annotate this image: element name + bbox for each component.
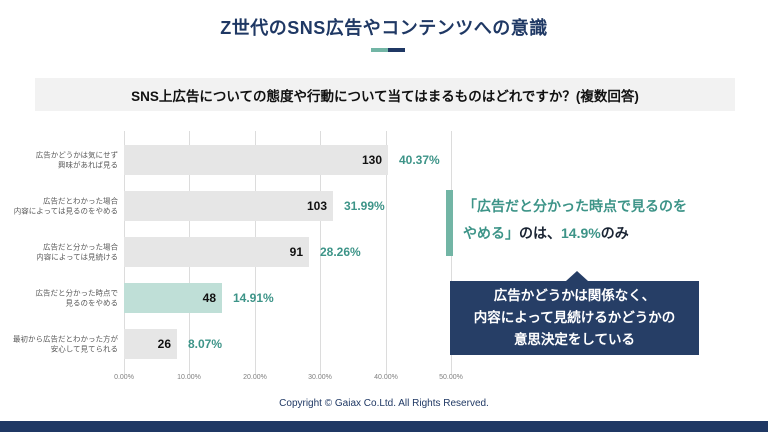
bar: 26 xyxy=(124,329,177,359)
x-axis-tick: 30.00% xyxy=(308,374,332,381)
callout-accent-bar xyxy=(446,190,453,256)
category-label: 広告だとわかった場合 内容によっては見るのをやめる xyxy=(13,196,118,216)
copyright-text: Copyright © Gaiax Co.Ltd. All Rights Res… xyxy=(279,398,489,409)
x-axis-tick: 40.00% xyxy=(374,374,398,381)
bar-row: 広告だと分かった場合 内容によっては見続ける 91 28.26% xyxy=(0,237,768,267)
x-axis-tick: 20.00% xyxy=(243,374,267,381)
bar-percent-label: 28.26% xyxy=(320,245,361,259)
gridline xyxy=(386,131,387,374)
bar: 130 xyxy=(124,145,388,175)
callout-line2: やめる」のは、14.9%のみ xyxy=(463,225,629,241)
category-label: 最初から広告だとわかった方が 安心して見てられる xyxy=(13,334,118,354)
callout-line1: 「広告だと分かった時点で見るのを xyxy=(463,198,687,214)
bar-row: 広告だとわかった場合 内容によっては見るのをやめる 103 31.99% xyxy=(0,191,768,221)
title-divider xyxy=(371,48,405,52)
bottom-accent-bar xyxy=(0,421,768,432)
bar-row: 最初から広告だとわかった方が 安心して見てられる 26 8.07% xyxy=(0,329,768,359)
divider-navy-segment xyxy=(388,48,405,52)
callout-highlight-note: 「広告だと分かった時点で見るのを やめる」のは、14.9%のみ xyxy=(446,190,762,256)
x-axis-tick: 10.00% xyxy=(177,374,201,381)
category-label: 広告だと分かった時点で 見るのをやめる xyxy=(35,288,119,308)
bar-row-highlighted: 広告だと分かった時点で 見るのをやめる 48 14.91% xyxy=(0,283,768,313)
x-axis-tick: 0.00% xyxy=(114,374,134,381)
question-banner: SNS上広告についての態度や行動について当てはまるものはどれですか？(複数回答) xyxy=(35,78,735,111)
x-axis: 0.00% 10.00% 20.00% 30.00% 40.00% 50.00% xyxy=(0,374,768,386)
category-label: 広告だと分かった場合 内容によっては見続ける xyxy=(36,242,118,262)
bar-count-label: 130 xyxy=(361,153,382,167)
x-axis-tick: 50.00% xyxy=(439,374,463,381)
bar: 103 xyxy=(124,191,333,221)
bar-count-label: 103 xyxy=(306,199,327,213)
bar-percent-label: 8.07% xyxy=(188,337,223,351)
bar-percent-label: 31.99% xyxy=(344,199,385,213)
bar-row: 広告かどうかは気にせず 興味があれば見る 130 40.37% xyxy=(0,145,768,175)
divider-teal-segment xyxy=(371,48,388,52)
bar-chart: 広告かどうかは気にせず 興味があれば見る 130 40.37% 広告だとわかった… xyxy=(0,125,768,390)
category-label: 広告かどうかは気にせず 興味があれば見る xyxy=(35,150,118,170)
gridline xyxy=(320,131,321,374)
bar-percent-label: 14.91% xyxy=(233,291,274,305)
speech-bubble-pointer xyxy=(566,271,588,281)
bar-percent-label: 40.37% xyxy=(399,153,440,167)
bar-highlighted: 48 xyxy=(124,283,222,313)
bar: 91 xyxy=(124,237,309,267)
bar-count-label: 91 xyxy=(289,245,303,259)
bar-count-label: 26 xyxy=(157,337,171,351)
callout-conclusion-bubble: 広告かどうかは関係なく、 内容によって見続けるかどうかの 意思決定をしている xyxy=(450,271,699,355)
page-title: Z世代のSNS広告やコンテンツへの意識 xyxy=(220,18,548,38)
bar-count-label: 48 xyxy=(202,291,216,305)
